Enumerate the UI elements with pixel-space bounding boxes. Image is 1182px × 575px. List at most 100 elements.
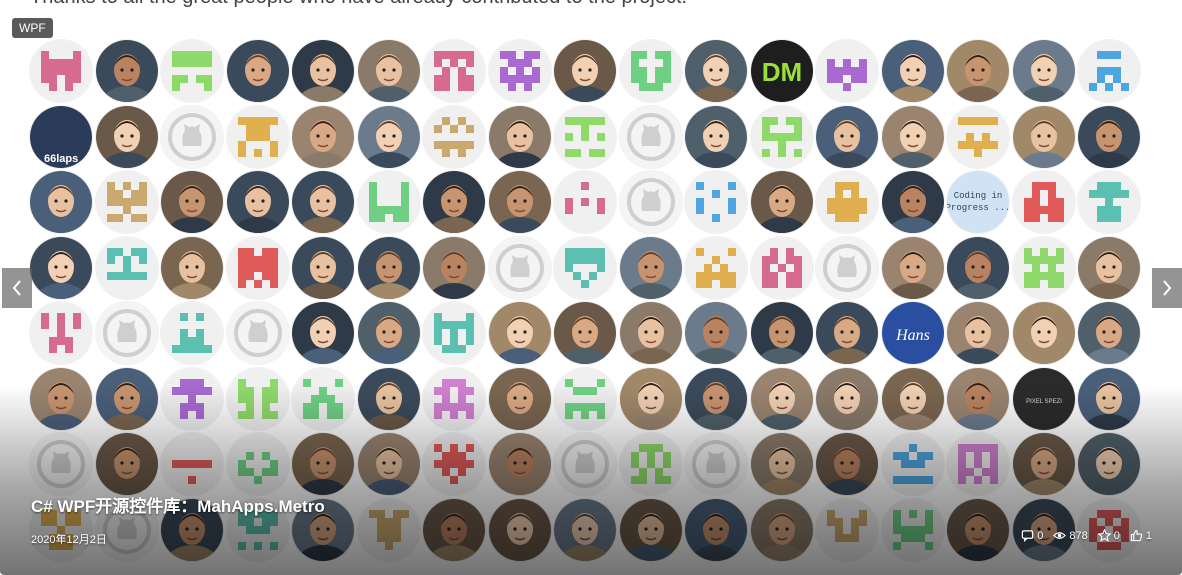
contributor-avatar <box>554 106 616 168</box>
contributor-avatar <box>1013 302 1075 364</box>
contributor-avatar: PIXEL SPEZI <box>1013 368 1075 430</box>
contributor-avatar <box>816 302 878 364</box>
contributor-avatar: 66laps <box>30 106 92 168</box>
contributor-avatar <box>96 106 158 168</box>
contributor-avatar <box>1078 171 1140 233</box>
contributor-avatar <box>489 106 551 168</box>
contributor-avatar <box>751 171 813 233</box>
contributor-avatar <box>30 433 92 495</box>
likes-count: 1 <box>1145 529 1152 542</box>
chevron-left-icon <box>12 280 21 296</box>
contributor-avatar <box>489 302 551 364</box>
contributor-avatar <box>96 433 158 495</box>
contributor-avatar <box>30 302 92 364</box>
contributor-avatar <box>620 106 682 168</box>
contributor-avatar <box>489 368 551 430</box>
contributor-avatar <box>292 368 354 430</box>
contributor-avatar <box>947 433 1009 495</box>
contributor-avatar <box>161 433 223 495</box>
contributor-avatar <box>947 40 1009 102</box>
contributor-avatar <box>947 499 1009 561</box>
contributor-avatar <box>685 106 747 168</box>
contributor-avatar <box>947 237 1009 299</box>
contributor-avatar <box>816 368 878 430</box>
contributor-avatar <box>554 302 616 364</box>
contributor-avatar <box>96 237 158 299</box>
contributor-avatar <box>423 302 485 364</box>
contributor-avatar <box>1013 106 1075 168</box>
contributor-avatar <box>751 433 813 495</box>
contributor-avatar <box>227 40 289 102</box>
eye-icon <box>1053 532 1067 539</box>
contributor-avatar <box>292 106 354 168</box>
contributor-avatar <box>554 368 616 430</box>
contributor-avatar <box>227 433 289 495</box>
contributor-avatar <box>358 237 420 299</box>
contributor-avatar <box>554 40 616 102</box>
contributor-avatar <box>358 40 420 102</box>
comment-icon <box>1022 530 1034 542</box>
contributor-avatar <box>227 302 289 364</box>
comments-stat[interactable]: 0 <box>1021 529 1043 542</box>
chevron-right-icon <box>1163 280 1172 296</box>
contributor-avatar <box>489 499 551 561</box>
contributor-avatar <box>816 40 878 102</box>
contributor-avatar <box>947 302 1009 364</box>
contributor-avatar <box>882 237 944 299</box>
star-icon <box>1097 529 1111 542</box>
contributor-avatar <box>227 171 289 233</box>
contributor-avatar <box>751 499 813 561</box>
contributor-avatar <box>161 237 223 299</box>
contributor-avatar <box>96 40 158 102</box>
contributor-avatar <box>882 171 944 233</box>
contributor-avatar <box>816 237 878 299</box>
contributor-avatar <box>620 171 682 233</box>
likes-stat[interactable]: 1 <box>1130 529 1152 542</box>
contributor-avatar <box>358 368 420 430</box>
favorites-stat[interactable]: 0 <box>1097 529 1120 542</box>
contributor-avatar <box>1078 40 1140 102</box>
contributor-avatar <box>1013 40 1075 102</box>
contributor-avatar <box>358 433 420 495</box>
contributor-avatar <box>620 499 682 561</box>
prev-slide-button[interactable] <box>2 268 32 308</box>
contributor-avatar <box>423 433 485 495</box>
contributor-avatar <box>947 106 1009 168</box>
contributor-avatar <box>358 499 420 561</box>
contributor-avatar <box>423 499 485 561</box>
contributor-avatar: Hans <box>882 302 944 364</box>
contributor-avatar <box>1078 302 1140 364</box>
views-count: 878 <box>1069 529 1088 542</box>
contributor-avatar <box>1078 433 1140 495</box>
views-stat: 878 <box>1053 529 1088 542</box>
contributor-avatar <box>751 368 813 430</box>
comments-count: 0 <box>1037 529 1044 542</box>
svg-text:66laps: 66laps <box>44 153 78 165</box>
category-tag[interactable]: WPF <box>12 18 53 38</box>
contributor-avatar <box>423 171 485 233</box>
contributor-avatar <box>358 302 420 364</box>
contributor-avatar <box>292 171 354 233</box>
contributor-avatar <box>685 40 747 102</box>
contributor-avatar <box>882 368 944 430</box>
contributor-avatar <box>161 106 223 168</box>
contributor-avatar <box>816 106 878 168</box>
favorites-count: 0 <box>1113 529 1120 542</box>
contributor-avatar <box>620 237 682 299</box>
contributor-avatar <box>161 368 223 430</box>
contributor-avatar <box>554 499 616 561</box>
contributor-avatar <box>685 433 747 495</box>
contributor-avatar <box>685 237 747 299</box>
contributor-avatar <box>882 499 944 561</box>
contributor-avatar <box>816 433 878 495</box>
contributor-avatar <box>161 171 223 233</box>
publish-date: 2020年12月2日 <box>31 534 107 546</box>
contributor-avatar <box>1013 433 1075 495</box>
contributor-avatar <box>96 368 158 430</box>
contributor-avatar <box>227 237 289 299</box>
contributor-avatar <box>620 40 682 102</box>
contributor-avatar <box>489 433 551 495</box>
next-slide-button[interactable] <box>1152 268 1182 308</box>
article-title[interactable]: C# WPF开源控件库：MahApps.Metro <box>31 497 325 516</box>
